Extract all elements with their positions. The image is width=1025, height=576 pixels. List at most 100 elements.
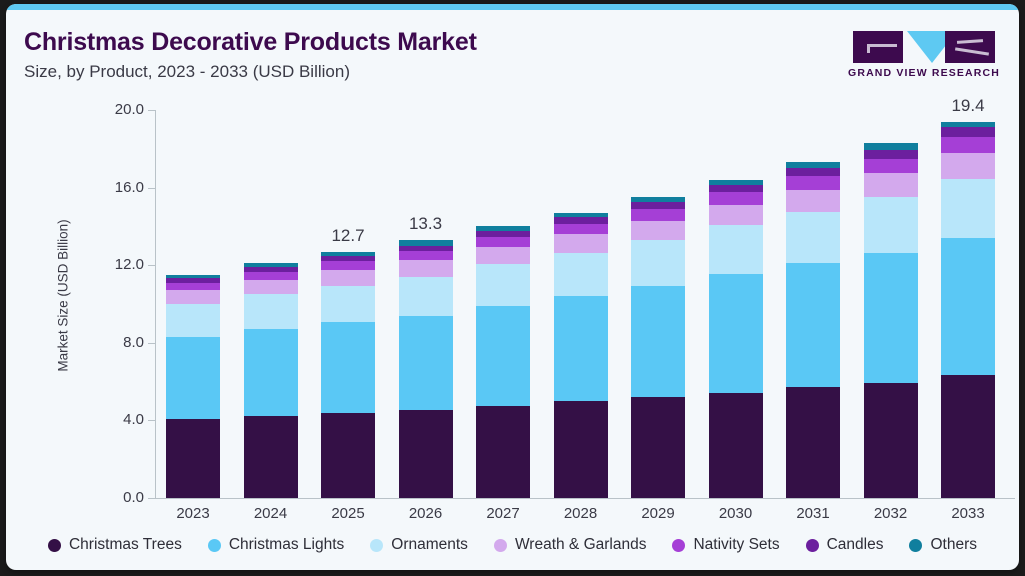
bar-segment[interactable] [398, 239, 453, 246]
bar-segment[interactable] [243, 271, 298, 280]
bar-segment[interactable] [321, 256, 375, 262]
bar-stack[interactable] [166, 274, 220, 498]
bar-segment[interactable] [321, 322, 375, 413]
bar-segment[interactable] [398, 409, 453, 498]
bar-stack[interactable]: 13.3 [398, 214, 453, 498]
bar-segment[interactable] [708, 273, 763, 394]
bar-segment[interactable] [321, 261, 375, 271]
bar-segment[interactable] [243, 415, 298, 498]
bar-segment[interactable] [398, 276, 453, 316]
bar-segment[interactable] [243, 279, 298, 295]
bar-stack[interactable]: 19.4 [941, 96, 995, 498]
legend-item[interactable]: Others [909, 536, 977, 554]
legend-item[interactable]: Nativity Sets [672, 536, 780, 554]
legend-item[interactable]: Christmas Lights [207, 536, 345, 554]
bar-segment[interactable] [631, 202, 685, 209]
bar-segment[interactable] [863, 382, 918, 498]
bar-segment[interactable] [553, 217, 608, 224]
bar-segment[interactable] [708, 225, 763, 274]
x-tick-label: 2033 [951, 505, 985, 522]
bar-segment[interactable] [941, 178, 995, 239]
bar-segment[interactable] [786, 189, 840, 212]
legend-item[interactable]: Christmas Trees [47, 536, 182, 554]
bar-segment[interactable] [941, 121, 995, 128]
bar-stack[interactable] [631, 197, 685, 498]
bar-segment[interactable] [476, 264, 530, 306]
bar-segment[interactable] [476, 226, 530, 231]
bar-segment[interactable] [863, 197, 918, 253]
y-tick-mark [148, 187, 155, 189]
y-tick-label: 0.0 [123, 489, 144, 506]
bar-segment[interactable] [863, 158, 918, 174]
bar-segment[interactable] [476, 305, 530, 406]
bar-segment[interactable] [398, 245, 453, 252]
legend-item-label: Christmas Lights [228, 536, 345, 553]
bar-segment[interactable] [941, 374, 995, 498]
bar-segment[interactable] [708, 179, 763, 186]
bar-segment[interactable] [863, 173, 918, 198]
bar-segment[interactable] [321, 412, 375, 498]
bar-stack[interactable] [786, 162, 840, 498]
bar-segment[interactable] [941, 127, 995, 138]
bar-segment[interactable] [243, 294, 298, 330]
bar-segment[interactable] [166, 337, 220, 420]
bar-segment[interactable] [631, 240, 685, 286]
bar-segment[interactable] [708, 192, 763, 206]
bar-segment[interactable] [166, 304, 220, 337]
bar-segment[interactable] [631, 197, 685, 203]
bar-segment[interactable] [786, 263, 840, 388]
bar-segment[interactable] [941, 137, 995, 153]
bar-segment[interactable] [476, 246, 530, 265]
bar-segment[interactable] [631, 208, 685, 221]
bar-segment[interactable] [321, 251, 375, 257]
bar-segment[interactable] [553, 296, 608, 401]
bar-segment[interactable] [631, 285, 685, 398]
bar-segment[interactable] [786, 211, 840, 264]
bar-segment[interactable] [708, 393, 763, 498]
bar-segment[interactable] [166, 282, 220, 291]
bar-segment[interactable] [476, 405, 530, 498]
bar-stack[interactable] [476, 226, 530, 498]
bar-segment[interactable] [863, 252, 918, 383]
bar-segment[interactable] [786, 387, 840, 498]
bar-segment[interactable] [631, 397, 685, 498]
bar-segment[interactable] [166, 419, 220, 498]
bar-segment[interactable] [243, 266, 298, 272]
bar-segment[interactable] [863, 149, 918, 159]
bar-stack[interactable] [708, 179, 763, 498]
bar-segment[interactable] [321, 270, 375, 286]
bar-segment[interactable] [786, 175, 840, 190]
legend-item[interactable]: Wreath & Garlands [493, 536, 646, 554]
bar-segment[interactable] [398, 251, 453, 261]
bar-segment[interactable] [166, 290, 220, 304]
bar-stack[interactable] [863, 143, 918, 498]
bar-segment[interactable] [166, 278, 220, 283]
legend-item[interactable]: Ornaments [370, 536, 468, 554]
bar-segment[interactable] [476, 230, 530, 237]
bar-stack[interactable] [243, 263, 298, 498]
bar-segment[interactable] [863, 143, 918, 150]
bar-segment[interactable] [553, 234, 608, 253]
bar-segment[interactable] [243, 263, 298, 267]
chart-plot-area: Market Size (USD Billion) 0.0 4.0 8.0 12.0 1… [6, 88, 1019, 528]
bar-segment[interactable] [321, 285, 375, 323]
bar-segment[interactable] [786, 167, 840, 176]
bar-segment[interactable] [786, 162, 840, 168]
bar-stack[interactable] [553, 212, 608, 498]
bar-segment[interactable] [708, 205, 763, 226]
legend-item[interactable]: Candles [805, 536, 883, 554]
bar-segment[interactable] [941, 152, 995, 179]
bar-segment[interactable] [398, 260, 453, 277]
bar-stack[interactable]: 12.7 [321, 226, 375, 498]
bar-segment[interactable] [166, 274, 220, 279]
bar-segment[interactable] [553, 401, 608, 498]
bar-segment[interactable] [398, 315, 453, 410]
bar-segment[interactable] [941, 238, 995, 375]
bar-segment[interactable] [243, 329, 298, 416]
bar-segment[interactable] [476, 236, 530, 247]
bar-segment[interactable] [553, 252, 608, 297]
bar-segment[interactable] [553, 212, 608, 218]
bar-segment[interactable] [708, 185, 763, 193]
bar-segment[interactable] [631, 220, 685, 240]
bar-segment[interactable] [553, 223, 608, 235]
